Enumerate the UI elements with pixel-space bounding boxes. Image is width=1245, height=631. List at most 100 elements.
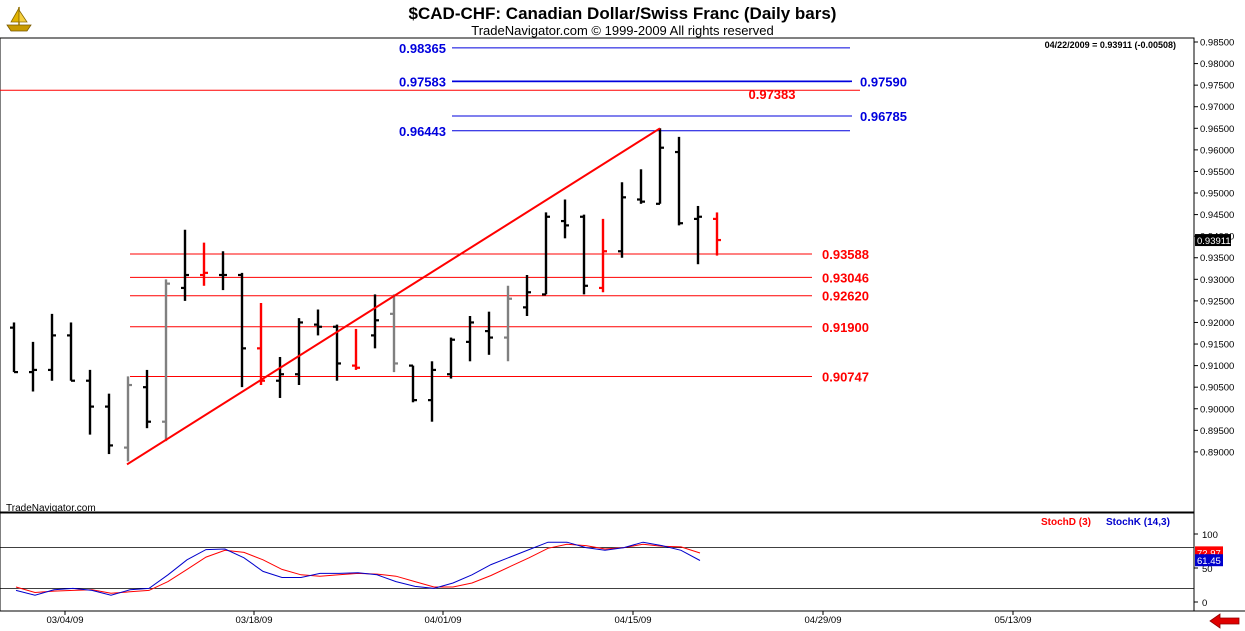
ohlc-bar: [295, 318, 303, 386]
last-quote: 04/22/2009 = 0.93911 (-0.00508): [1045, 40, 1176, 50]
price-tick-label: 0.93000: [1200, 275, 1234, 286]
price-tick-label: 0.91000: [1200, 361, 1234, 372]
ohlc-bar: [219, 251, 227, 291]
price-panel: [0, 37, 1195, 513]
support-resistance-levels: 0.98365 0.97583 0.97590 0.97383 0.96785 0.964…: [0, 41, 907, 385]
date-tick-label: 04/01/09: [425, 615, 462, 626]
ohlc-bar: [409, 364, 417, 403]
price-tick-label: 0.95000: [1200, 189, 1234, 200]
ohlc-bar: [390, 294, 398, 373]
ohlc-bar: [485, 311, 493, 355]
level-label: 0.92620: [822, 289, 869, 304]
ohlc-bar: [238, 272, 246, 388]
ohlc-bar: [466, 315, 474, 362]
ohlc-bar: [656, 128, 664, 205]
level-label: 0.93588: [822, 247, 869, 262]
price-tick-label: 0.92500: [1200, 296, 1234, 307]
ohlc-bar: [675, 136, 683, 226]
ohlc-bars: [10, 128, 721, 462]
ohlc-bar: [29, 341, 37, 392]
ohlc-bar: [561, 199, 569, 239]
ohlc-bar: [523, 275, 531, 316]
date-tick-label: 03/18/09: [236, 615, 273, 626]
level-label: 0.93046: [822, 270, 869, 285]
ohlc-bar: [162, 279, 170, 442]
ohlc-bar: [542, 212, 550, 296]
ohlc-bar: [428, 361, 436, 422]
trendline-layer: [126, 127, 661, 466]
ohlc-bar: [637, 169, 645, 204]
price-tick-label: 0.96000: [1200, 145, 1234, 156]
date-tick-label: 03/04/09: [47, 615, 84, 626]
ohlc-bar: [48, 313, 56, 381]
date-axis: 03/04/09 03/18/09 04/01/09 04/15/09 04/29/09…: [47, 611, 1032, 626]
price-tick-label: 0.90000: [1200, 404, 1234, 415]
stoch-tick-label: 50: [1202, 564, 1213, 575]
ohlc-bar: [10, 322, 18, 374]
date-tick-label: 04/15/09: [615, 615, 652, 626]
level-label: 0.98365: [399, 41, 446, 56]
stochd-line: [15, 543, 701, 594]
price-tick-label: 0.98500: [1200, 38, 1234, 49]
stoch-last-box: [1195, 554, 1223, 567]
chart-subtitle: TradeNavigator.com © 1999-2009 All right…: [471, 23, 774, 38]
price-tick-label: 0.93500: [1200, 253, 1234, 264]
ohlc-bar: [447, 337, 455, 379]
price-tick-label: 0.97500: [1200, 81, 1234, 92]
ohlc-bar: [352, 328, 360, 370]
level-label: 0.90747: [822, 370, 869, 385]
legend-stochd: StochD (3): [1041, 517, 1091, 528]
ohlc-bar: [200, 242, 208, 286]
stochk-line: [15, 541, 701, 596]
stoch-panel: [0, 512, 1195, 612]
level-label: 0.97590: [860, 74, 907, 89]
price-tick-label: 0.92000: [1200, 318, 1234, 329]
stoch-last-label: 61.45: [1197, 556, 1221, 567]
price-tick-label: 0.90500: [1200, 383, 1234, 394]
ohlc-bar: [599, 218, 607, 293]
price-tick-label: 0.94500: [1200, 210, 1234, 221]
date-tick-label: 05/13/09: [995, 615, 1032, 626]
chart-title: $CAD-CHF: Canadian Dollar/Swiss Franc (D…: [408, 4, 837, 23]
date-axis-panel: [0, 611, 1245, 631]
title-bar: $CAD-CHF: Canadian Dollar/Swiss Franc (D…: [0, 0, 1245, 40]
ohlc-bar: [124, 376, 132, 462]
ohlc-bar: [580, 214, 588, 295]
ohlc-bar: [333, 324, 341, 381]
last-price-box: [1195, 234, 1231, 247]
price-tick-label: 0.95500: [1200, 167, 1234, 178]
level-label: 0.97583: [399, 75, 446, 90]
ohlc-bar: [181, 229, 189, 301]
ohlc-bar: [314, 309, 322, 336]
last-price-label: 0.93911: [1197, 236, 1231, 247]
level-label: 0.96443: [399, 124, 446, 139]
stoch-tick-label: 100: [1202, 530, 1218, 541]
price-tick-label: 0.96500: [1200, 124, 1234, 135]
sailing-ship-icon: [6, 6, 32, 32]
ohlc-bar: [694, 205, 702, 265]
level-label: 0.91900: [822, 320, 869, 335]
price-tick-label: 0.98000: [1200, 59, 1234, 70]
price-tick-label: 0.91500: [1200, 340, 1234, 351]
ohlc-bar: [504, 285, 512, 362]
legend-stochk: StochK (14,3): [1106, 517, 1170, 528]
scroll-left-arrow-icon[interactable]: [1206, 613, 1242, 629]
ohlc-bar: [105, 393, 113, 455]
price-tick-label: 0.89500: [1200, 426, 1234, 437]
ohlc-bar: [618, 182, 626, 258]
ohlc-bar: [371, 294, 379, 349]
price-tick-label: 0.97000: [1200, 102, 1234, 113]
trendline: [126, 127, 661, 466]
ohlc-bar: [276, 356, 284, 398]
ohlc-bar: [143, 369, 151, 429]
ohlc-bar: [257, 303, 265, 386]
level-label: 0.96785: [860, 109, 907, 124]
ohlc-bar: [67, 322, 75, 382]
watermark: TradeNavigator.com: [6, 503, 96, 514]
ohlc-bar: [713, 212, 721, 256]
stoch-last-label: 72.97: [1197, 548, 1221, 559]
level-label: 0.97383: [749, 87, 796, 102]
